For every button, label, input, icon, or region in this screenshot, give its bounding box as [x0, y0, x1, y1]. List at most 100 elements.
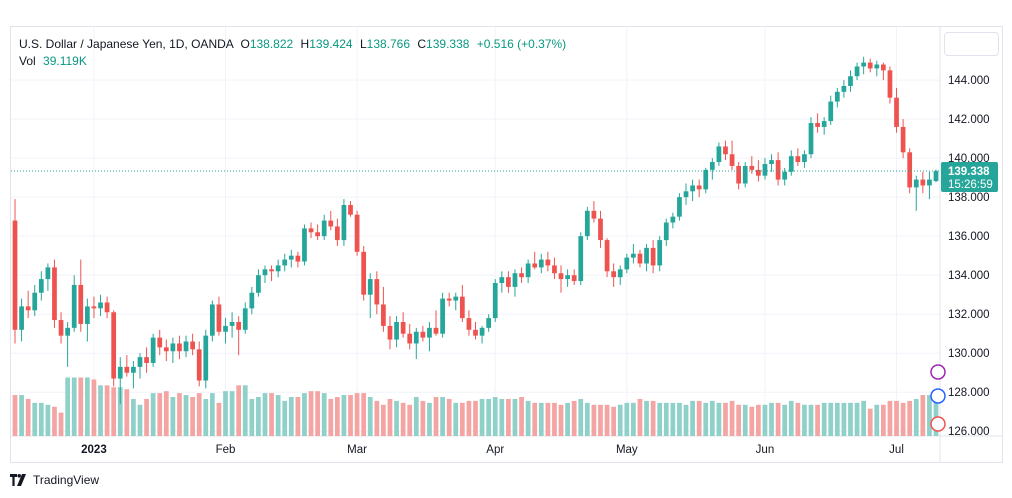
volume-bar — [473, 400, 478, 436]
candle-body — [334, 226, 340, 241]
candle-body — [920, 179, 926, 186]
volume-bar — [427, 402, 432, 436]
volume-bar — [696, 400, 702, 436]
volume-bar — [420, 400, 426, 436]
volume-bar — [223, 391, 228, 436]
volume-bar — [104, 385, 110, 436]
change-value: +0.516 (+0.37%) — [476, 37, 567, 51]
candle-body — [788, 156, 794, 172]
volume-bar — [709, 400, 715, 436]
candle-body — [65, 327, 70, 336]
candle-body — [598, 218, 603, 241]
volume-bar — [275, 395, 281, 436]
volume-bar — [519, 397, 524, 436]
candle-body — [459, 296, 465, 319]
volume-bar — [249, 398, 255, 436]
y-tick-label: 134.000 — [948, 270, 990, 282]
y-tick-label: 136.000 — [948, 231, 990, 243]
candle-body — [341, 204, 347, 241]
candle-body — [650, 247, 656, 266]
x-tick-label: Jun — [756, 444, 775, 456]
volume-bar — [203, 398, 209, 436]
candle-body — [749, 165, 755, 170]
candle-body — [657, 240, 663, 266]
y-tick-label: 130.000 — [948, 348, 990, 360]
candle-body — [696, 185, 702, 190]
candle-body — [802, 154, 807, 163]
price-scale-settings-box[interactable] — [944, 32, 999, 56]
volume-bar — [604, 404, 610, 436]
candle-body — [927, 179, 932, 186]
volume-bar — [302, 393, 307, 436]
volume-bar — [828, 402, 834, 436]
volume-bar — [242, 385, 248, 436]
candle-body — [177, 343, 182, 352]
candle-body — [144, 357, 149, 363]
candle-body — [709, 162, 715, 170]
open-value: 138.822 — [249, 37, 294, 51]
candle-body — [262, 269, 268, 276]
candle-body — [32, 292, 38, 311]
volume-bar — [538, 402, 544, 436]
volume-bar — [802, 404, 807, 436]
volume-bar — [644, 400, 649, 436]
volume-bar — [742, 404, 748, 436]
candle-body — [848, 76, 853, 86]
footer-brand[interactable]: TradingView — [10, 470, 99, 490]
candle-body — [808, 123, 814, 155]
candle-body — [756, 169, 761, 176]
volume-bar — [749, 406, 755, 436]
y-tick-label: 138.000 — [948, 192, 990, 204]
candle-body — [591, 210, 597, 219]
volume-bar — [545, 402, 551, 436]
volume-bar — [394, 400, 399, 436]
candle-body — [38, 279, 44, 293]
high-value: 139.424 — [309, 37, 353, 51]
x-tick-label: May — [616, 444, 638, 456]
candle-body — [236, 322, 242, 330]
volume-bar — [150, 393, 156, 436]
candle-body — [242, 308, 248, 330]
volume-bar — [690, 400, 695, 436]
x-tick-label: Mar — [347, 444, 367, 456]
volume-bar — [756, 404, 761, 436]
candle-body — [25, 306, 31, 311]
candle-body — [111, 312, 117, 379]
close-label: C — [417, 37, 427, 51]
volume-bar — [769, 402, 774, 436]
chart-widget[interactable]: 126.000 128.000 130.000 132.000 134.000 136.0… — [10, 26, 1003, 463]
candle-body — [670, 216, 676, 223]
last-price-label: 139.338 — [948, 166, 990, 178]
volume-bar — [920, 395, 926, 436]
candle-body — [762, 163, 768, 176]
candle-body — [716, 146, 722, 163]
candle-body — [216, 304, 222, 332]
candle-body — [867, 62, 873, 69]
volume-bar — [762, 404, 768, 436]
candle-body — [249, 292, 255, 309]
candle-body — [190, 341, 195, 350]
volume-bar — [400, 402, 406, 436]
volume-bar — [446, 398, 452, 436]
volume-bar — [216, 402, 222, 436]
candle-body — [782, 171, 788, 180]
candle-body — [381, 304, 386, 326]
candle-body — [427, 327, 432, 338]
volume-bar — [387, 398, 393, 436]
volume-bar — [900, 402, 906, 436]
event-badge-icon — [930, 388, 946, 404]
candle-body — [374, 279, 380, 305]
volume-bar — [854, 402, 860, 436]
volume-bar — [512, 398, 518, 436]
volume-bar — [38, 402, 44, 436]
volume-bar — [486, 398, 492, 436]
volume-bar — [328, 398, 334, 436]
volume-bar — [144, 398, 149, 436]
candlestick-chart[interactable]: 126.000 128.000 130.000 132.000 134.000 136.0… — [11, 27, 1002, 462]
volume-bar — [269, 393, 274, 436]
candle-body — [834, 91, 840, 102]
volume-bar — [631, 402, 636, 436]
candle-body — [861, 62, 867, 67]
candle-body — [473, 329, 478, 336]
candle-body — [742, 165, 748, 184]
